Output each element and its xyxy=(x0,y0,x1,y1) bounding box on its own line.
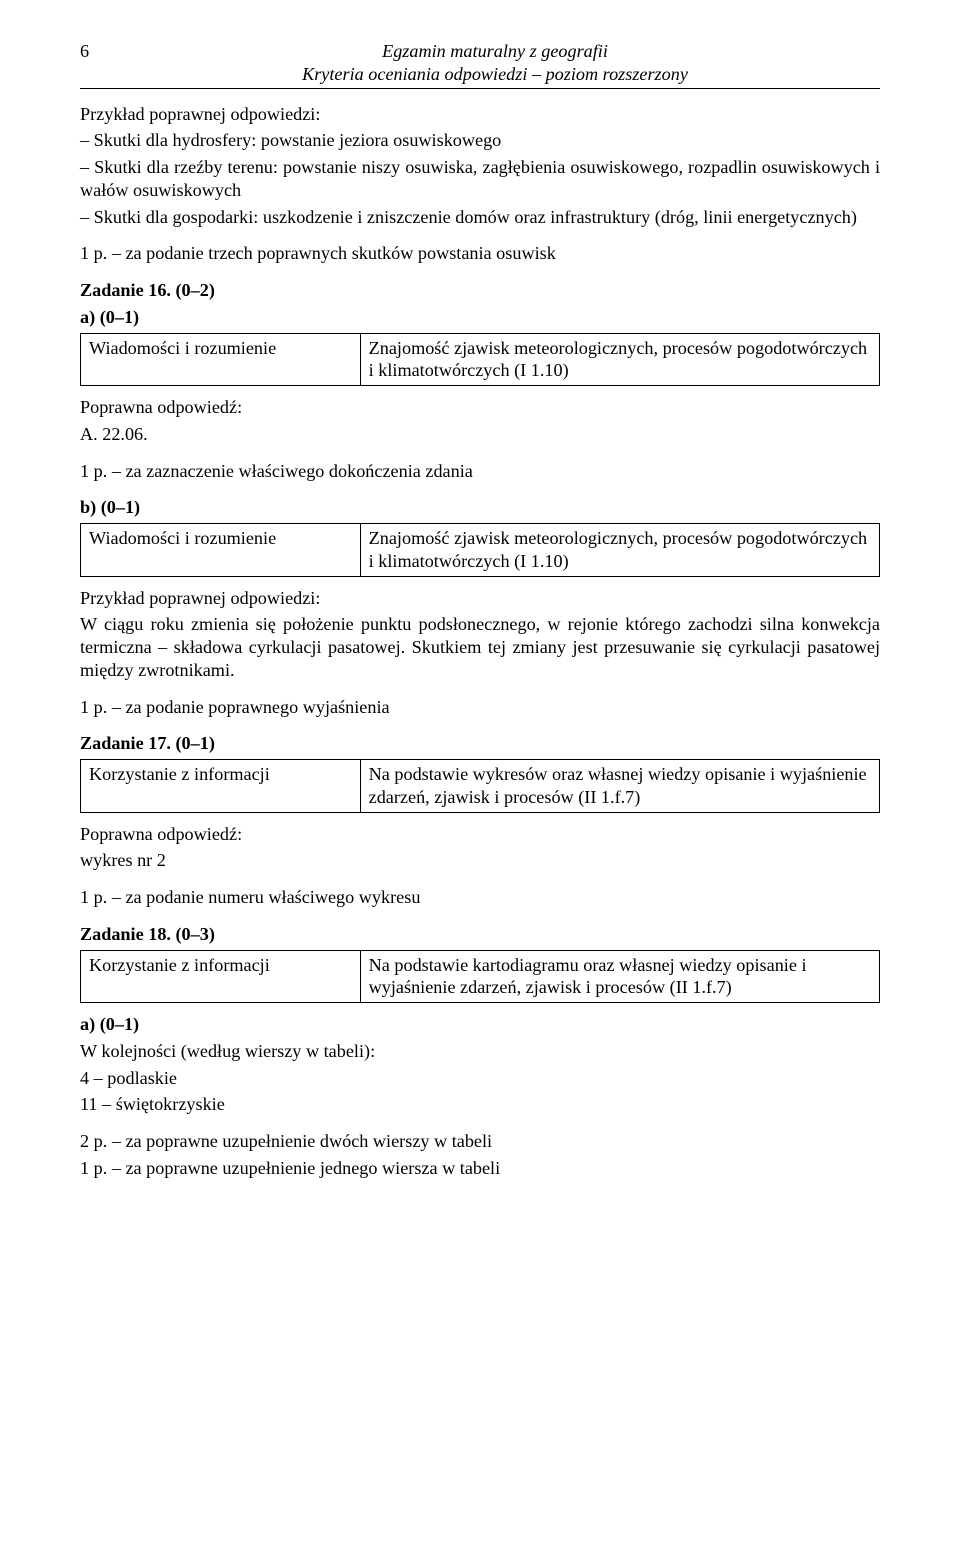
header-rule xyxy=(80,88,880,89)
z16-b-col2: Znajomość zjawisk meteorologicznych, pro… xyxy=(360,524,879,577)
z17-answer-label: Poprawna odpowiedź: xyxy=(80,823,880,846)
intro-item-3: – Skutki dla gospodarki: uszkodzenie i z… xyxy=(80,206,880,229)
table-row: Korzystanie z informacji Na podstawie ka… xyxy=(81,950,880,1003)
z16-b-table: Wiadomości i rozumienie Znajomość zjawis… xyxy=(80,523,880,577)
z18-col1: Korzystanie z informacji xyxy=(81,950,361,1003)
z17-title: Zadanie 17. (0–1) xyxy=(80,732,880,755)
z18-a-item2: 11 – świętokrzyskie xyxy=(80,1093,880,1116)
z16-title: Zadanie 16. (0–2) xyxy=(80,279,880,302)
z17-answer-value: wykres nr 2 xyxy=(80,849,880,872)
header-titles: Egzamin maturalny z geografii Kryteria o… xyxy=(110,40,880,86)
document-page: 6 Egzamin maturalny z geografii Kryteria… xyxy=(0,0,960,1244)
header-title-2: Kryteria oceniania odpowiedzi – poziom r… xyxy=(110,63,880,86)
intro-item-1: – Skutki dla hydrosfery: powstanie jezio… xyxy=(80,129,880,152)
intro-item-2: – Skutki dla rzeźby terenu: powstanie ni… xyxy=(80,156,880,202)
intro-block: Przykład poprawnej odpowiedzi: – Skutki … xyxy=(80,103,880,266)
z17-col1: Korzystanie z informacji xyxy=(81,760,361,813)
z17-col2: Na podstawie wykresów oraz własnej wiedz… xyxy=(360,760,879,813)
intro-label: Przykład poprawnej odpowiedzi: xyxy=(80,103,880,126)
z16-answer-label: Poprawna odpowiedź: xyxy=(80,396,880,419)
z16-answer-value: A. 22.06. xyxy=(80,423,880,446)
z17-table: Korzystanie z informacji Na podstawie wy… xyxy=(80,759,880,813)
table-row: Korzystanie z informacji Na podstawie wy… xyxy=(81,760,880,813)
z16-b-example-label: Przykład poprawnej odpowiedzi: xyxy=(80,587,880,610)
table-row: Wiadomości i rozumienie Znajomość zjawis… xyxy=(81,333,880,386)
z16-b-example-text: W ciągu roku zmienia się położenie punkt… xyxy=(80,613,880,681)
z16-a-score: 1 p. – za zaznaczenie właściwego dokończ… xyxy=(80,460,880,483)
z16-a-label: a) (0–1) xyxy=(80,306,880,329)
table-row: Wiadomości i rozumienie Znajomość zjawis… xyxy=(81,524,880,577)
z16-b-label: b) (0–1) xyxy=(80,496,880,519)
page-number: 6 xyxy=(80,40,110,63)
z18-table: Korzystanie z informacji Na podstawie ka… xyxy=(80,950,880,1004)
z16-a-col2: Znajomość zjawisk meteorologicznych, pro… xyxy=(360,333,879,386)
z16-a-table: Wiadomości i rozumienie Znajomość zjawis… xyxy=(80,333,880,387)
header-row: 6 Egzamin maturalny z geografii Kryteria… xyxy=(80,40,880,86)
z18-title: Zadanie 18. (0–3) xyxy=(80,923,880,946)
z17-score: 1 p. – za podanie numeru właściwego wykr… xyxy=(80,886,880,909)
z18-score1: 2 p. – za poprawne uzupełnienie dwóch wi… xyxy=(80,1130,880,1153)
z18-a-line: W kolejności (według wierszy w tabeli): xyxy=(80,1040,880,1063)
z16-a-col1: Wiadomości i rozumienie xyxy=(81,333,361,386)
z16-b-score: 1 p. – za podanie poprawnego wyjaśnienia xyxy=(80,696,880,719)
zadanie-17: Zadanie 17. (0–1) Korzystanie z informac… xyxy=(80,732,880,909)
header-title-1: Egzamin maturalny z geografii xyxy=(110,40,880,63)
z18-score2: 1 p. – za poprawne uzupełnienie jednego … xyxy=(80,1157,880,1180)
z18-col2: Na podstawie kartodiagramu oraz własnej … xyxy=(360,950,879,1003)
z18-a-label: a) (0–1) xyxy=(80,1013,880,1036)
intro-score: 1 p. – za podanie trzech poprawnych skut… xyxy=(80,242,880,265)
zadanie-18: Zadanie 18. (0–3) Korzystanie z informac… xyxy=(80,923,880,1180)
z16-b-col1: Wiadomości i rozumienie xyxy=(81,524,361,577)
z18-a-item1: 4 – podlaskie xyxy=(80,1067,880,1090)
zadanie-16: Zadanie 16. (0–2) a) (0–1) Wiadomości i … xyxy=(80,279,880,718)
